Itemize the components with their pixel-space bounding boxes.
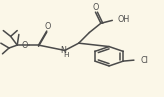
Text: O: O — [93, 3, 99, 12]
Text: N: N — [61, 46, 66, 55]
Text: O: O — [22, 41, 28, 49]
Text: Cl: Cl — [140, 56, 148, 65]
Text: OH: OH — [118, 15, 130, 24]
Text: H: H — [64, 52, 69, 58]
Text: O: O — [44, 22, 50, 31]
